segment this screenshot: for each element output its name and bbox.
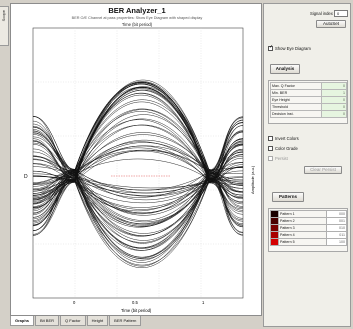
- metric-label: Decision Inst.: [270, 110, 322, 118]
- metric-value: 0: [321, 82, 347, 90]
- metric-value: 0: [321, 110, 347, 118]
- pattern-row[interactable]: Pattern 1 000: [270, 210, 347, 218]
- eye-trace: [32, 150, 244, 203]
- pattern-label: Pattern 3: [278, 224, 327, 232]
- invert-colors-label: Invert Colors: [275, 136, 299, 141]
- eye-trace: [32, 145, 244, 207]
- eye-trace: [32, 153, 244, 266]
- metric-row: Eye Height 0: [270, 96, 347, 104]
- eye-trace: [32, 147, 244, 218]
- eye-trace: [32, 175, 244, 221]
- metric-row: Min. BER 1: [270, 89, 347, 97]
- show-eye-checkbox[interactable]: [268, 44, 273, 51]
- pattern-label: Pattern 5: [278, 238, 327, 246]
- eye-trace: [32, 148, 244, 198]
- eye-trace: [32, 114, 244, 181]
- tab-height[interactable]: Height: [86, 316, 109, 326]
- pattern-swatch: [270, 210, 279, 218]
- bottom-tab-bar: Graphs Bit BER Q Factor Height BER Patte…: [10, 316, 262, 327]
- patterns-group: Pattern 1 000 Pattern 2 001 Pattern 3 010 P…: [268, 208, 348, 252]
- pattern-value: 001: [326, 217, 347, 225]
- metric-label: Max. Q Factor: [270, 82, 322, 90]
- show-eye-label: Show Eye Diagram: [275, 46, 311, 51]
- pattern-row[interactable]: Pattern 2 001: [270, 217, 347, 225]
- x-tick-1: 0.5: [132, 300, 138, 305]
- pattern-value: 011: [326, 231, 347, 239]
- pattern-row[interactable]: Pattern 5 100: [270, 238, 347, 246]
- metric-label: Min. BER: [270, 89, 322, 97]
- pattern-swatch: [270, 238, 279, 246]
- eye-trace: [32, 139, 244, 190]
- metric-row: Decision Inst. 0: [270, 110, 347, 118]
- left-marker: D: [24, 174, 28, 180]
- eye-diagram-panel: BER Analyzer_1 BER O/E Channel at pass p…: [10, 3, 262, 316]
- invert-colors-checkbox[interactable]: [268, 136, 273, 141]
- pattern-row[interactable]: Pattern 3 010: [270, 224, 347, 232]
- x-tick-0: 0: [73, 300, 76, 305]
- bottom-axis-label: Time (bit period): [121, 308, 152, 313]
- pattern-swatch: [270, 231, 279, 239]
- metric-value: 1: [321, 89, 347, 97]
- metric-label: Threshold: [270, 103, 322, 111]
- eye-trace: [32, 93, 244, 199]
- pattern-row[interactable]: Pattern 4 011: [270, 231, 347, 239]
- tab-ber-pattern[interactable]: BER Pattern: [109, 316, 142, 326]
- signal-index-input[interactable]: 0: [334, 10, 348, 17]
- eye-diagram-plot: D 0 0.5 1 Time (bit period) Amplitude (a…: [24, 27, 255, 313]
- plot-subtitle: BER O/E Channel at pass properties: Show…: [71, 16, 203, 20]
- right-axis-label: Amplitude (a.u.): [250, 165, 255, 194]
- persist-checkbox[interactable]: [268, 156, 273, 161]
- patterns-button[interactable]: Patterns: [272, 192, 304, 202]
- pattern-value: 000: [326, 210, 347, 218]
- autoset-button[interactable]: AutoSet: [316, 20, 346, 28]
- eye-trace: [32, 82, 244, 200]
- pattern-swatch: [270, 224, 279, 232]
- pattern-label: Pattern 1: [278, 210, 327, 218]
- eye-trace: [32, 178, 244, 231]
- analysis-button[interactable]: Analysis: [270, 64, 300, 74]
- metrics-group: Max. Q Factor 0 Min. BER 1 Eye Height 0 Thr…: [268, 80, 348, 124]
- scope-side-tab[interactable]: Scope: [0, 6, 9, 46]
- color-grade-label: Color Grade: [275, 146, 298, 151]
- control-side-panel: Signal index 0 AutoSet Show Eye Diagram …: [263, 3, 351, 327]
- tab-bit-ber[interactable]: Bit BER: [35, 316, 60, 326]
- color-grade-checkbox[interactable]: [268, 146, 273, 151]
- pattern-value: 010: [326, 224, 347, 232]
- pattern-label: Pattern 2: [278, 217, 327, 225]
- metric-value: 0: [321, 96, 347, 104]
- eye-trace: [32, 86, 244, 220]
- metric-value: 0: [321, 103, 347, 111]
- persist-label: Persist: [275, 156, 288, 161]
- x-tick-2: 1: [202, 300, 205, 305]
- metric-row: Max. Q Factor 0: [270, 82, 347, 90]
- metric-label: Eye Height: [270, 96, 322, 104]
- pattern-value: 100: [326, 238, 347, 246]
- clear-persist-button[interactable]: Clear Persist: [304, 166, 342, 174]
- metric-row: Threshold 0: [270, 103, 347, 111]
- plot-grid: [33, 28, 243, 298]
- tab-graphs[interactable]: Graphs: [10, 316, 35, 326]
- eye-trace: [32, 169, 244, 219]
- signal-index-label: Signal index: [310, 11, 333, 16]
- pattern-swatch: [270, 217, 279, 225]
- scope-side-tab-label: Scope: [1, 10, 6, 22]
- pattern-label: Pattern 4: [278, 231, 327, 239]
- plot-title: BER Analyzer_1: [108, 6, 166, 15]
- top-axis-label: Time (bit period): [121, 22, 153, 27]
- tab-q-factor[interactable]: Q Factor: [60, 316, 86, 326]
